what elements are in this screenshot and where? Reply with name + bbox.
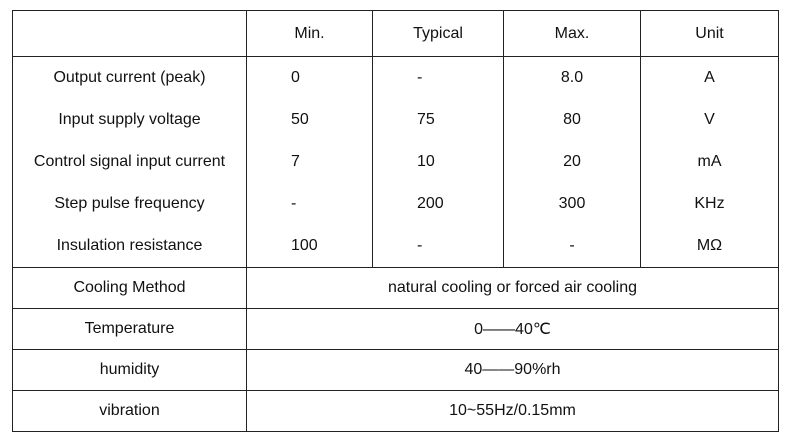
- header-cell: Typical: [372, 10, 504, 57]
- cell: -: [372, 225, 504, 268]
- cell: 50: [246, 99, 373, 141]
- cell: 300: [503, 183, 641, 225]
- row-label: Insulation resistance: [12, 225, 247, 268]
- cell: -: [246, 183, 373, 225]
- merged-cell: 40——90%rh: [246, 349, 779, 391]
- data-row: Control signal input current 7 10 20 mA: [12, 141, 779, 183]
- merged-cell: 0——40℃: [246, 308, 779, 350]
- header-cell: [12, 10, 247, 57]
- cell: -: [372, 56, 504, 99]
- merged-row: humidity 40——90%rh: [12, 349, 779, 391]
- spec-table: Min. Typical Max. Unit Output current (peak)…: [12, 10, 779, 432]
- cell: mA: [640, 141, 779, 183]
- cell: 0: [246, 56, 373, 99]
- data-row: Input supply voltage 50 75 80 V: [12, 99, 779, 141]
- cell: 80: [503, 99, 641, 141]
- merged-cell: 10~55Hz/0.15mm: [246, 390, 779, 432]
- table-body: Min. Typical Max. Unit Output current (peak)…: [12, 10, 779, 432]
- row-label: Input supply voltage: [12, 99, 247, 141]
- cell: MΩ: [640, 225, 779, 268]
- cell: -: [503, 225, 641, 268]
- data-row: Output current (peak) 0-8.0 A: [12, 56, 779, 99]
- header-cell: Unit: [640, 10, 779, 57]
- cell: 75: [372, 99, 504, 141]
- row-label: Output current (peak): [12, 56, 247, 99]
- header-cell: Min.: [246, 10, 373, 57]
- cell: KHz: [640, 183, 779, 225]
- row-label: Control signal input current: [12, 141, 247, 183]
- data-row: Insulation resistance 100- - MΩ: [12, 225, 779, 268]
- cell: 200: [372, 183, 504, 225]
- cell: 10: [372, 141, 504, 183]
- row-label: Temperature: [12, 308, 247, 350]
- header-cell: Max.: [503, 10, 641, 57]
- header-row: Min. Typical Max. Unit: [12, 10, 779, 57]
- data-row: Step pulse frequency -200 300 KHz: [12, 183, 779, 225]
- cell: 8.0: [503, 56, 641, 99]
- cell: A: [640, 56, 779, 99]
- merged-row: vibration 10~55Hz/0.15mm: [12, 390, 779, 432]
- cell: 7: [246, 141, 373, 183]
- row-label: humidity: [12, 349, 247, 391]
- merged-row: Temperature 0——40℃: [12, 308, 779, 350]
- cell: 100: [246, 225, 373, 268]
- row-label: vibration: [12, 390, 247, 432]
- row-label: Cooling Method: [12, 267, 247, 309]
- merged-row: Cooling Method natural cooling or forced …: [12, 267, 779, 309]
- merged-cell: natural cooling or forced air cooling: [246, 267, 779, 309]
- cell: 20: [503, 141, 641, 183]
- cell: V: [640, 99, 779, 141]
- row-label: Step pulse frequency: [12, 183, 247, 225]
